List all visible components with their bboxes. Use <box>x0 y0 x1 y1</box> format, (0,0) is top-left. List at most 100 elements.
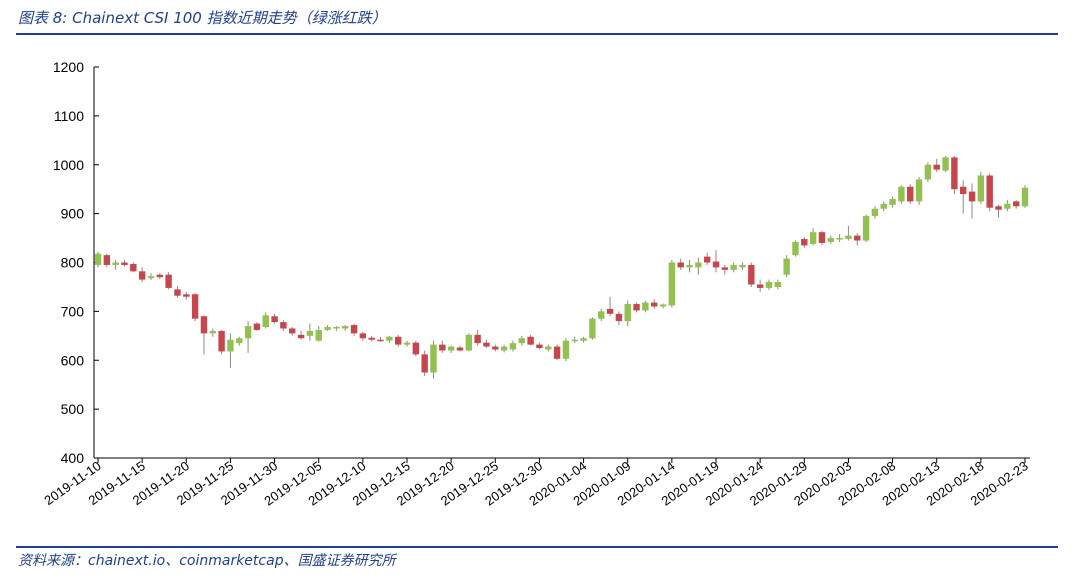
candle-body <box>915 179 923 202</box>
candle-body <box>456 347 464 351</box>
candle <box>907 184 914 204</box>
candle-body <box>730 264 737 270</box>
candle-body <box>333 327 340 329</box>
candle <box>474 329 481 346</box>
candle <box>748 262 755 287</box>
candle-body <box>518 338 525 344</box>
candle <box>862 214 870 242</box>
y-tick-label: 500 <box>61 401 85 417</box>
candle <box>333 326 340 331</box>
candle-body <box>809 232 817 244</box>
candle <box>1021 185 1029 208</box>
candle-body <box>836 238 843 240</box>
candle <box>518 335 525 346</box>
candle-body <box>615 313 623 322</box>
candle <box>289 327 296 336</box>
source-note: 资料来源：chainext.io、coinmarketcap、国盛证券研究所 <box>18 553 396 569</box>
candle-body <box>306 330 314 336</box>
candle-body <box>703 256 711 263</box>
candle-body <box>818 232 826 243</box>
candle <box>492 344 499 352</box>
candle-body <box>580 338 587 341</box>
candle <box>324 325 331 331</box>
candle <box>995 204 1002 218</box>
candle-body <box>606 308 614 314</box>
candle <box>500 344 508 353</box>
candle-body <box>765 282 773 288</box>
candle-body <box>350 325 358 334</box>
candle-body <box>995 206 1002 210</box>
candle-body <box>871 208 879 217</box>
candle <box>156 273 163 280</box>
y-tick-label: 800 <box>61 255 85 271</box>
candle <box>509 340 517 352</box>
candle-body <box>394 336 402 345</box>
candle <box>227 333 234 369</box>
candles <box>94 155 1029 379</box>
candle <box>721 264 729 275</box>
candle-body <box>421 354 428 373</box>
candle <box>412 340 420 357</box>
candle-body <box>377 339 384 342</box>
candle <box>297 330 305 340</box>
candle-body <box>474 334 481 344</box>
candle <box>253 322 261 331</box>
candle-body <box>271 316 278 323</box>
candle <box>836 234 843 242</box>
candle <box>465 333 472 352</box>
candle <box>845 225 852 241</box>
candle <box>1012 199 1020 209</box>
candle-body <box>553 346 561 359</box>
candle-body <box>536 344 543 349</box>
candle-body <box>492 346 499 350</box>
candle-body <box>430 344 437 373</box>
candle <box>651 299 658 309</box>
candle-body <box>191 294 199 319</box>
candle <box>642 300 649 313</box>
candle-body <box>598 311 605 319</box>
candle-body <box>624 304 631 322</box>
candle <box>191 292 199 322</box>
candle-body <box>147 276 155 279</box>
candle <box>209 328 216 337</box>
candle-body <box>924 164 932 180</box>
candle-body <box>986 175 993 208</box>
candle <box>951 155 958 195</box>
candle <box>730 262 737 273</box>
candle <box>174 285 181 298</box>
candle-body <box>712 261 720 268</box>
candle <box>359 331 367 341</box>
candle <box>553 344 561 361</box>
candle <box>580 336 587 343</box>
candle <box>889 196 896 208</box>
candle <box>783 255 790 278</box>
candle <box>854 233 861 246</box>
candle <box>942 155 949 173</box>
candle <box>756 279 764 292</box>
candle-body <box>174 289 181 296</box>
candle-body <box>227 339 234 352</box>
candle <box>571 336 578 344</box>
candle <box>315 326 322 342</box>
candle-body <box>651 302 658 307</box>
candle <box>112 260 119 270</box>
candle-body <box>686 264 693 268</box>
candle <box>165 272 172 290</box>
candle-body <box>695 262 702 268</box>
y-tick-label: 1100 <box>54 108 84 124</box>
candle <box>386 335 393 344</box>
candle <box>924 162 932 182</box>
candle-body <box>121 262 128 265</box>
candle-body <box>253 323 261 330</box>
candle-body <box>633 304 640 311</box>
candle <box>545 344 552 352</box>
candle-body <box>447 346 455 351</box>
candle <box>898 185 905 204</box>
candle-body <box>827 238 834 242</box>
candle <box>695 257 702 275</box>
candle-body <box>739 264 746 268</box>
candle <box>606 296 614 317</box>
candle-body <box>571 339 578 342</box>
candle <box>562 338 570 362</box>
candle <box>933 158 940 173</box>
